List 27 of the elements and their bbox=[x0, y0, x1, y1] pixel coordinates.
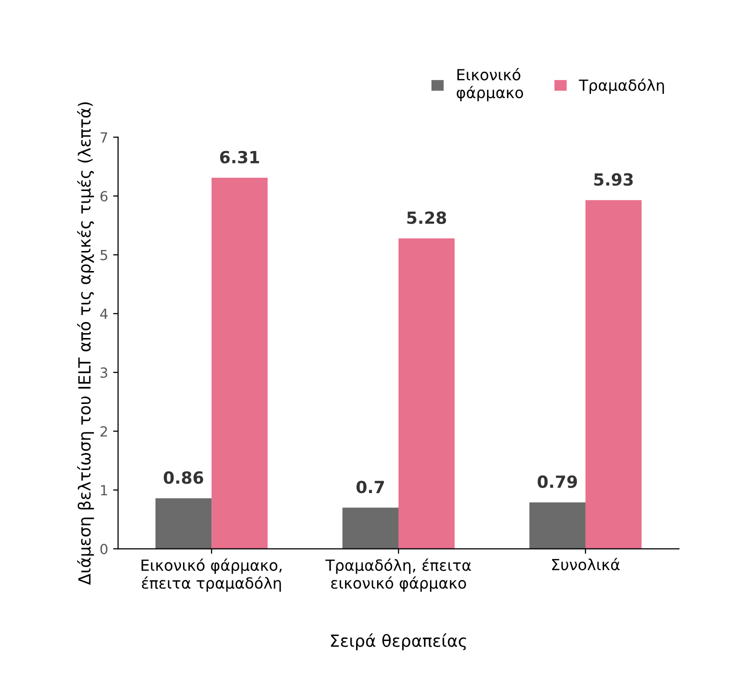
bar bbox=[529, 502, 586, 549]
bar bbox=[342, 508, 399, 549]
x-tick-label: Τραμαδόλη, έπειτα εικονικό φάρμακο bbox=[325, 558, 471, 592]
y-tick-label: 3 bbox=[100, 367, 108, 378]
bar bbox=[212, 178, 268, 549]
x-axis-title: Σειρά θεραπείας bbox=[331, 633, 466, 650]
y-tick-label: 1 bbox=[101, 485, 108, 496]
y-tick-label: 4 bbox=[100, 308, 108, 319]
legend-label: Εικονικό φάρμακο bbox=[456, 68, 524, 102]
bar bbox=[155, 498, 212, 549]
y-tick-label: 2 bbox=[100, 426, 107, 436]
x-tick-label: Εικονικό φάρμακο, έπειτα τραμαδόλη bbox=[142, 558, 282, 592]
x-tick-label: Συνολικά bbox=[552, 558, 620, 570]
data-label: 0.79 bbox=[538, 475, 577, 488]
data-label: 0.86 bbox=[164, 471, 204, 484]
bar bbox=[585, 200, 642, 549]
data-label: 6.31 bbox=[220, 150, 260, 164]
y-tick-label: 7 bbox=[100, 132, 108, 142]
data-label: 5.93 bbox=[594, 173, 633, 186]
y-axis-title: Διάμεση βελτίωση του IELT από τις αρχικές τιμές (λεπτά) bbox=[77, 102, 94, 585]
y-tick-label: 5 bbox=[100, 250, 108, 260]
y-tick-label: 6 bbox=[100, 190, 108, 202]
data-label: 5.28 bbox=[407, 211, 446, 224]
y-tick-label: 0 bbox=[100, 544, 108, 554]
legend-label: Τραμαδόλη bbox=[578, 78, 664, 94]
data-label: 0.7 bbox=[356, 480, 384, 494]
bar bbox=[398, 238, 455, 549]
